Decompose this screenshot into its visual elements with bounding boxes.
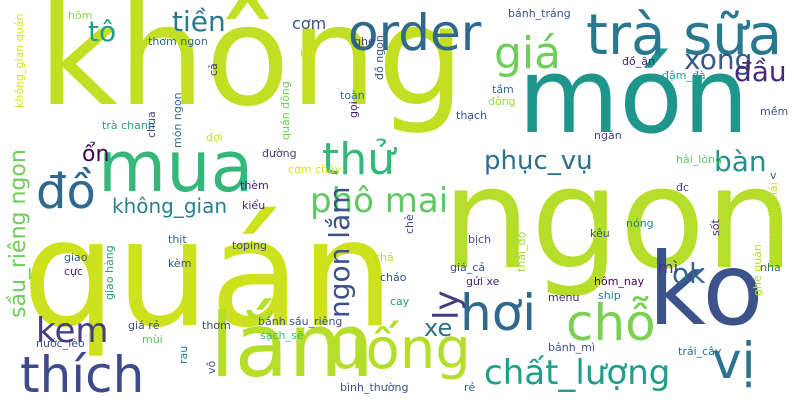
word-them: thèm xyxy=(240,179,269,192)
word-ship: ship xyxy=(598,289,621,302)
word-vi: vị xyxy=(712,332,756,390)
word-nha: nha xyxy=(760,261,781,274)
word-mi: mì xyxy=(658,258,679,277)
word-hai-long: hài_lòng xyxy=(676,153,723,166)
word-thom-ngon: thơm ngon xyxy=(148,35,208,48)
word-uong: uống xyxy=(330,317,471,382)
word-cha: chả xyxy=(374,251,394,264)
word-toping: toping xyxy=(232,239,268,252)
word-thoai-mai: thoải_mái xyxy=(767,182,780,236)
word-giao: giao xyxy=(64,251,88,264)
word-tra-sua: trà sữa xyxy=(586,3,783,68)
word-duong: đường xyxy=(262,147,297,160)
word-khong-gian-quan: không_gian quán xyxy=(13,13,26,108)
word-thu: thử xyxy=(322,134,396,185)
word-ngon-lam: ngon lắm xyxy=(323,186,356,318)
word-banh-trang: bánh_tráng xyxy=(508,7,571,20)
word-gui-xe: gửi xe xyxy=(466,275,500,288)
word-hom-nay: hôm_nay xyxy=(594,275,645,288)
word-sach-se: sạch_sẽ xyxy=(260,329,304,342)
word-ca: cả xyxy=(207,63,220,76)
word-dau: đầu xyxy=(734,55,787,88)
word-v: v xyxy=(770,169,777,182)
word-tot: tốt xyxy=(300,47,316,60)
word-banh-mi: bánh_mì xyxy=(548,341,595,354)
word-menu: menu xyxy=(548,291,580,304)
word-phuc-vu: phục_vụ xyxy=(484,146,593,176)
word-giao-hang: giao hàng xyxy=(103,245,116,300)
word-order: order xyxy=(348,4,482,62)
word-thach: thạch xyxy=(456,109,488,122)
word-tra-chanh: trà chanh xyxy=(102,119,155,132)
word-trai-cay: trái_cây xyxy=(678,345,722,358)
word-cay: cay xyxy=(390,295,410,308)
word-vo: vô xyxy=(205,360,218,374)
word-dong: đông xyxy=(488,95,516,108)
word-hoi: hơi xyxy=(460,284,537,342)
word-banh-sau-rieng: bánh sầu_riêng xyxy=(258,315,343,328)
word-mem: mềm xyxy=(760,105,789,118)
word-nuoc-leo: nước_lèo xyxy=(36,337,85,350)
word-khong-gian: không_gian xyxy=(112,194,228,218)
word-thom: thơm xyxy=(202,319,231,332)
word-kem: kem xyxy=(36,311,109,351)
word-dam-da: đậm_đà xyxy=(662,69,706,82)
word-dc: đc xyxy=(676,181,690,194)
word-goi: gọi xyxy=(347,101,360,118)
word-doi: đợi xyxy=(206,131,223,144)
word-gia-re: giá rẻ xyxy=(128,319,160,332)
word-ok: ok xyxy=(672,257,706,290)
word-chat-luong: chất_lượng xyxy=(484,353,671,393)
word-do-an: đồ_ăn xyxy=(622,55,655,68)
word-ngan: ngán xyxy=(594,129,622,142)
word-on: ổn xyxy=(82,142,110,167)
word-do-ngon: đồ ngon xyxy=(373,35,386,80)
word-mon: món xyxy=(518,35,749,157)
word-bich: bịch xyxy=(468,233,492,246)
word-do: đồ xyxy=(36,164,96,220)
word-com: cơm xyxy=(292,14,327,33)
word-ban: bàn xyxy=(714,145,767,178)
word-kheu: kêu xyxy=(590,227,610,240)
word-ngon: ngon xyxy=(442,138,794,301)
word-re: rẻ xyxy=(464,381,476,394)
word-kieu: kiểu xyxy=(242,199,266,212)
word-ko: ko xyxy=(648,231,764,348)
word-quan-dong: quán đông xyxy=(279,81,292,140)
word-tam: tầm xyxy=(492,83,514,96)
word-lam: lắm xyxy=(210,294,375,397)
word-mua: mua xyxy=(98,126,254,208)
word-cuc: cực xyxy=(64,265,84,278)
word-xe: xe xyxy=(424,314,453,342)
word-kem2: kèm xyxy=(168,257,192,270)
word-xong: xong xyxy=(684,43,753,76)
word-thit: thịt xyxy=(168,233,187,246)
word-chua: chua xyxy=(145,111,158,138)
word-hom: hôm xyxy=(68,9,93,22)
word-mon-ngon: món ngon xyxy=(171,92,184,148)
word-nong: nóng xyxy=(626,217,654,230)
word-pho-mai: phô mai xyxy=(310,181,449,221)
word-to: tô xyxy=(88,15,117,48)
word-thich: thích xyxy=(20,346,145,404)
word-quan: quán xyxy=(22,188,395,360)
word-binh-thuong: bình_thường xyxy=(340,381,409,394)
word-thai-do: thái_độ xyxy=(515,231,528,272)
word-mui: mùi xyxy=(142,333,163,346)
word-toan: toàn xyxy=(340,89,365,102)
word-tien: tiền xyxy=(172,5,226,38)
word-cho: chỗ xyxy=(566,294,656,352)
word-sau-rieng-ngon: sầu_riêng ngon xyxy=(6,149,31,318)
word-sot: sốt xyxy=(709,219,722,236)
word-chao: cháo xyxy=(380,271,407,284)
word-khong: không xyxy=(38,0,465,137)
word-gia: giá xyxy=(494,28,562,79)
word-ghe: ghé xyxy=(354,35,375,48)
word-che: chè xyxy=(403,214,416,234)
word-rau: rau xyxy=(177,345,190,364)
word-com-chay: cơm cháy xyxy=(288,163,342,176)
word-gia-ca: giá_cả xyxy=(450,261,486,274)
